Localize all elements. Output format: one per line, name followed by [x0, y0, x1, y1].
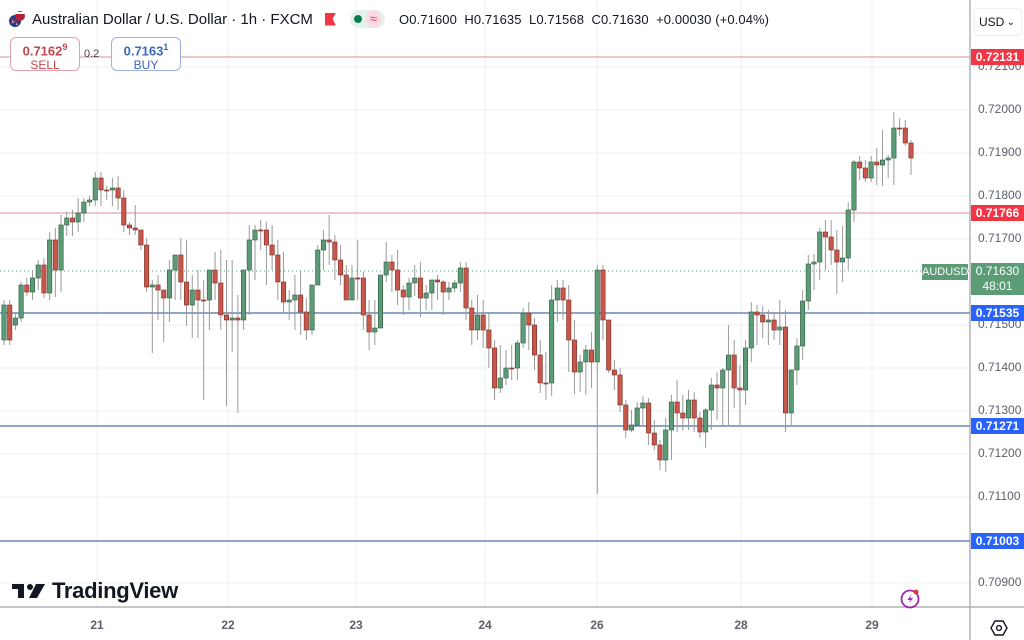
level-price-pill: 0.71535 [971, 305, 1024, 321]
symbol-title[interactable]: Australian Dollar / U.S. Dollar · 1h · F… [32, 10, 313, 28]
level-price-pill: 0.71003 [971, 533, 1024, 549]
price-tick-label: 0.71900 [978, 145, 1022, 159]
buy-price-pip: 1 [163, 42, 169, 52]
time-tick-label: 22 [221, 618, 235, 632]
symbol-price-label: AUDUSD [922, 264, 969, 280]
buy-label: BUY [133, 58, 159, 73]
sell-price: 0.7162 [22, 43, 63, 59]
delayed-data-icon: ≈ [365, 10, 382, 28]
price-tick-label: 0.71100 [978, 489, 1021, 503]
close-value: C0.71630 [591, 11, 649, 27]
change-value: +0.00030 (+0.04%) [656, 11, 770, 27]
settings-gear-icon[interactable] [990, 619, 1008, 637]
ohlc-values: O0.71600 H0.71635 L0.71568 C0.71630 +0.0… [399, 12, 769, 27]
level-price-pill: 0.71271 [971, 418, 1024, 434]
buy-button[interactable]: 0.71631 BUY [111, 37, 181, 73]
price-tick-label: 0.71200 [978, 446, 1022, 460]
price-tick-label: 0.71700 [978, 231, 1022, 245]
level-price-pill: 0.72131 [971, 49, 1024, 65]
buy-price: 0.7163 [123, 43, 164, 59]
time-tick-label: 23 [349, 618, 363, 632]
price-tick-label: 0.72000 [978, 102, 1022, 116]
time-tick-label: 24 [478, 618, 492, 632]
low-value: L0.71568 [529, 11, 585, 27]
time-tick-label: 29 [865, 618, 879, 632]
price-tick-label: 0.70900 [978, 575, 1022, 589]
spread-value: 0.2 [84, 48, 100, 60]
time-tick-label: 26 [590, 618, 604, 632]
flag-marker-icon[interactable] [324, 12, 336, 26]
aud-usd-flag-icon [8, 10, 26, 28]
currency-selector[interactable]: USD ⌄ [974, 8, 1022, 36]
tradingview-logo-icon [12, 584, 45, 598]
price-tick-label: 0.71300 [978, 403, 1022, 417]
tradingview-logo[interactable]: TradingView [12, 578, 178, 604]
logo-text: TradingView [52, 578, 178, 603]
price-tick-label: 0.71400 [978, 360, 1022, 374]
chevron-down-icon: ⌄ [1006, 16, 1015, 28]
chart-header: Australian Dollar / U.S. Dollar · 1h · F… [8, 6, 769, 32]
price-tick-label: 0.71800 [978, 188, 1022, 202]
lightning-bolt-icon[interactable] [899, 587, 921, 609]
sell-button[interactable]: 0.71629 SELL [10, 37, 80, 73]
current-price-value: 0.71630 [975, 264, 1020, 278]
open-value: O0.71600 [399, 11, 457, 27]
currency-label: USD [979, 15, 1005, 29]
bar-countdown: 48:01 [982, 279, 1013, 293]
time-tick-label: 21 [90, 618, 104, 632]
current-price-label: 0.71630 48:01 [971, 263, 1024, 295]
sell-price-pip: 9 [62, 42, 68, 52]
market-open-dot-icon [353, 15, 362, 23]
high-value: H0.71635 [464, 11, 522, 27]
time-tick-label: 28 [734, 618, 748, 632]
level-price-pill: 0.71766 [971, 205, 1024, 221]
candles [1, 112, 914, 494]
sell-label: SELL [30, 58, 60, 73]
market-status[interactable]: ≈ [349, 10, 386, 28]
chart-grid [0, 0, 970, 607]
